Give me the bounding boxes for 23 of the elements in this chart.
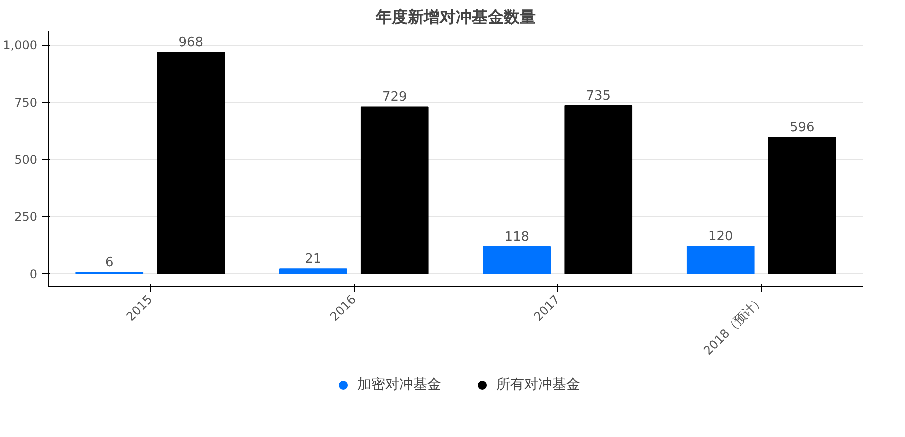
data-label: 729 [382,90,408,106]
y-tick-label: 500 [14,153,38,168]
data-label: 120 [708,229,734,244]
data-label: 968 [178,36,204,51]
data-label: 21 [305,252,322,268]
bar [360,106,429,274]
bar [686,246,755,274]
bar [279,268,348,274]
bar [768,137,836,274]
y-tick-label: 0 [30,267,38,282]
bar [483,246,552,274]
bar [564,105,633,274]
y-tick-label: 250 [14,210,38,224]
bar [157,52,226,274]
y-tick-label: 1,000 [3,38,38,53]
chart-title: 年度新增对冲基金数量 [375,8,536,26]
data-label: 596 [790,120,815,136]
data-label: 735 [586,88,612,104]
data-label: 118 [504,230,530,245]
data-label: 6 [105,256,114,271]
legend-label: 加密对冲基金 [358,376,442,394]
y-tick-label: 750 [14,96,38,110]
legend-label: 所有对冲基金 [496,376,580,394]
